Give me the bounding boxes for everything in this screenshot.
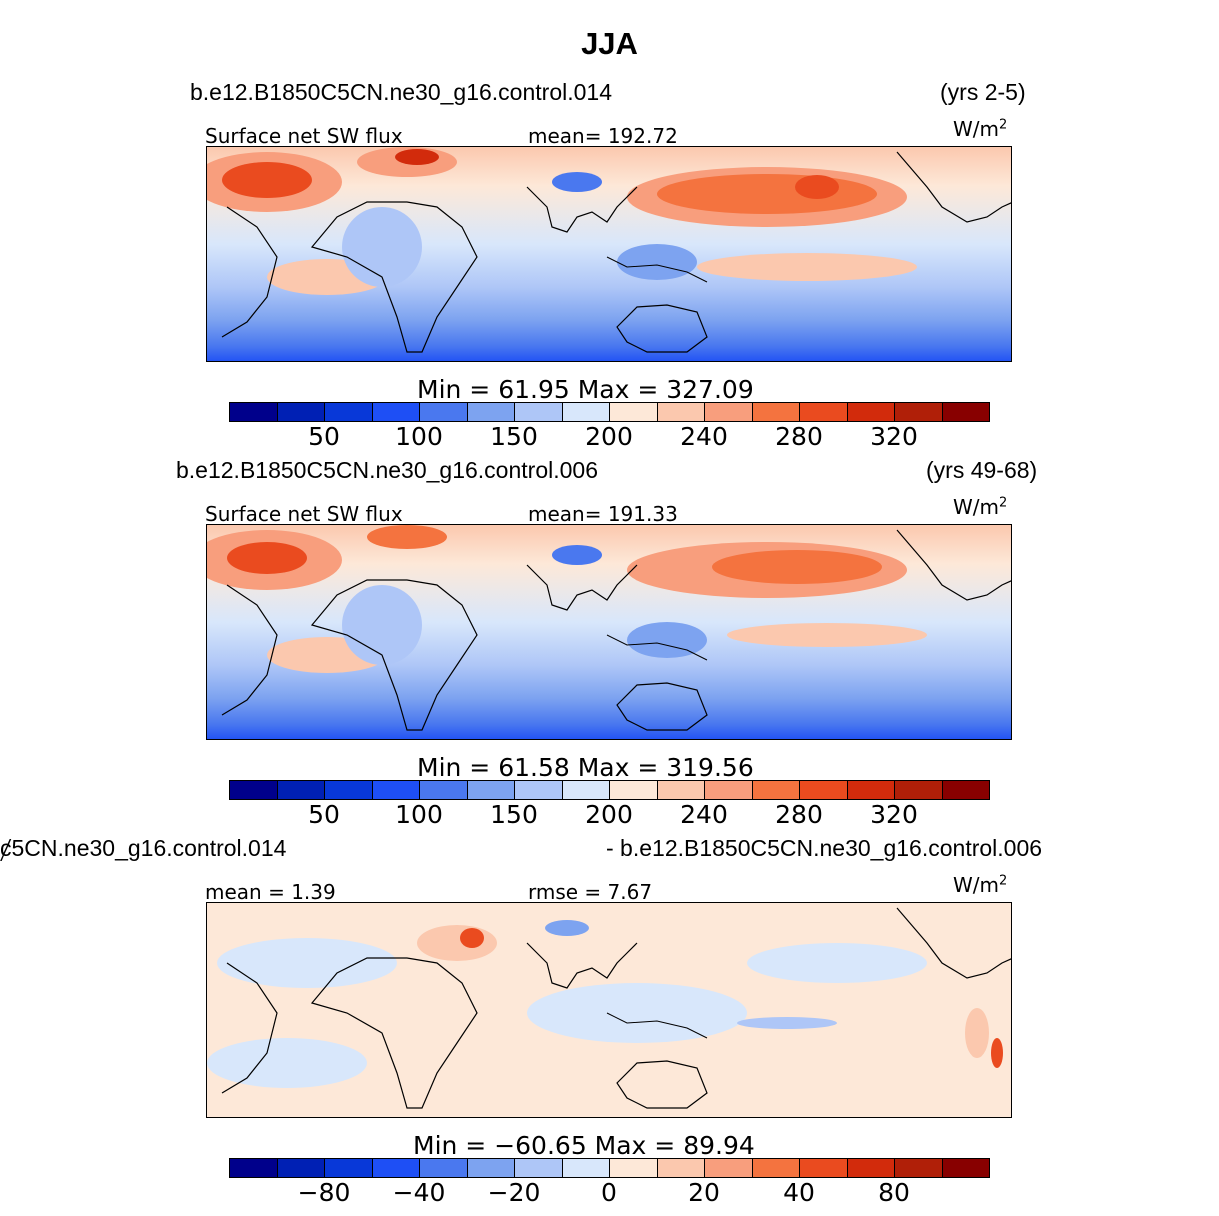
panel2-years: (yrs 49-68) [926,457,1038,483]
panel2-center-label: mean= 191.33 [528,502,678,526]
panel3-tick: −20 [487,1178,541,1207]
colorbar-cell [895,403,943,421]
colorbar-cell [705,1159,753,1177]
panel2-tick: 280 [775,800,823,829]
panel2-map [206,524,1012,740]
colorbar-cell [657,403,705,421]
panel3-minmax: Min = −60.65 Max = 89.94 [413,1131,755,1160]
colorbar-cell [610,1159,658,1177]
colorbar-cell [895,1159,943,1177]
panel2-tick: 320 [870,800,918,829]
colorbar-cell [610,781,658,799]
panel3-map [206,902,1012,1118]
panel2-units: W/m2 [953,495,1008,519]
panel1-map [206,146,1012,362]
colorbar-cell [752,781,800,799]
panel2-tick: 150 [490,800,538,829]
panel2-tick: 240 [680,800,728,829]
panel1-tick: 240 [680,422,728,451]
colorbar-cell [752,1159,800,1177]
colorbar-cell [230,781,278,799]
colorbar-cell [800,1159,848,1177]
panel3-colorbar [229,1158,990,1178]
panel3-tick: 40 [783,1178,815,1207]
panel3-rmse-label: rmse = 7.67 [528,880,653,904]
panel3-minus-case: - b.e12.B1850C5CN.ne30_g16.control.006 [606,835,1043,861]
colorbar-cell [800,403,848,421]
colorbar-cell [325,1159,373,1177]
colorbar-cell [372,781,420,799]
colorbar-cell [752,403,800,421]
panel1-tick: 50 [308,422,340,451]
colorbar-cell [420,403,468,421]
colorbar-cell [277,403,325,421]
colorbar-cell [610,403,658,421]
colorbar-cell [847,1159,895,1177]
panel2-left-label: Surface net SW flux [205,502,403,526]
colorbar-cell [467,403,515,421]
colorbar-cell [325,403,373,421]
panel1-center-label: mean= 192.72 [528,124,678,148]
colorbar-cell [562,781,610,799]
colorbar-cell [895,781,943,799]
panel1-years: (yrs 2-5) [940,79,1026,105]
panel1-left-label: Surface net SW flux [205,124,403,148]
colorbar-cell [325,781,373,799]
colorbar-cell [847,781,895,799]
colorbar-cell [467,781,515,799]
colorbar-cell [372,403,420,421]
colorbar-cell [277,1159,325,1177]
colorbar-cell [515,781,563,799]
colorbar-cell [705,781,753,799]
plot-title: JJA [581,26,638,61]
colorbar-cell [420,1159,468,1177]
panel1-tick: 280 [775,422,823,451]
panel2-tick: 200 [585,800,633,829]
panel1-tick: 100 [395,422,443,451]
colorbar-cell [942,1159,989,1177]
colorbar-cell [657,1159,705,1177]
colorbar-cell [705,403,753,421]
panel3-case-name: ȼ5CN.ne30_g16.control.014 [0,835,287,861]
colorbar-cell [562,1159,610,1177]
panel1-tick: 200 [585,422,633,451]
colorbar-cell [657,781,705,799]
colorbar-cell [230,1159,278,1177]
panel3-tick: −80 [297,1178,351,1207]
panel2-colorbar [229,780,990,800]
panel1-tick: 150 [490,422,538,451]
colorbar-cell [420,781,468,799]
panel1-colorbar [229,402,990,422]
colorbar-cell [942,781,989,799]
colorbar-cell [230,403,278,421]
panel3-mean-label: mean = 1.39 [205,880,336,904]
panel1-units: W/m2 [953,117,1008,141]
colorbar-cell [515,1159,563,1177]
panel1-tick: 320 [870,422,918,451]
colorbar-cell [277,781,325,799]
colorbar-cell [562,403,610,421]
colorbar-cell [800,781,848,799]
colorbar-cell [515,403,563,421]
panel3-tick: 20 [688,1178,720,1207]
panel2-tick: 50 [308,800,340,829]
colorbar-cell [847,403,895,421]
panel2-minmax: Min = 61.58 Max = 319.56 [417,753,754,782]
panel3-units: W/m2 [953,873,1008,897]
panel1-case-name: b.e12.B1850C5CN.ne30_g16.control.014 [190,79,612,105]
panel3-tick: −40 [392,1178,446,1207]
panel2-case-name: b.e12.B1850C5CN.ne30_g16.control.006 [176,457,598,483]
colorbar-cell [467,1159,515,1177]
panel3-tick: 0 [601,1178,617,1207]
colorbar-cell [372,1159,420,1177]
panel2-tick: 100 [395,800,443,829]
panel1-minmax: Min = 61.95 Max = 327.09 [417,375,754,404]
panel3-tick: 80 [878,1178,910,1207]
colorbar-cell [942,403,989,421]
